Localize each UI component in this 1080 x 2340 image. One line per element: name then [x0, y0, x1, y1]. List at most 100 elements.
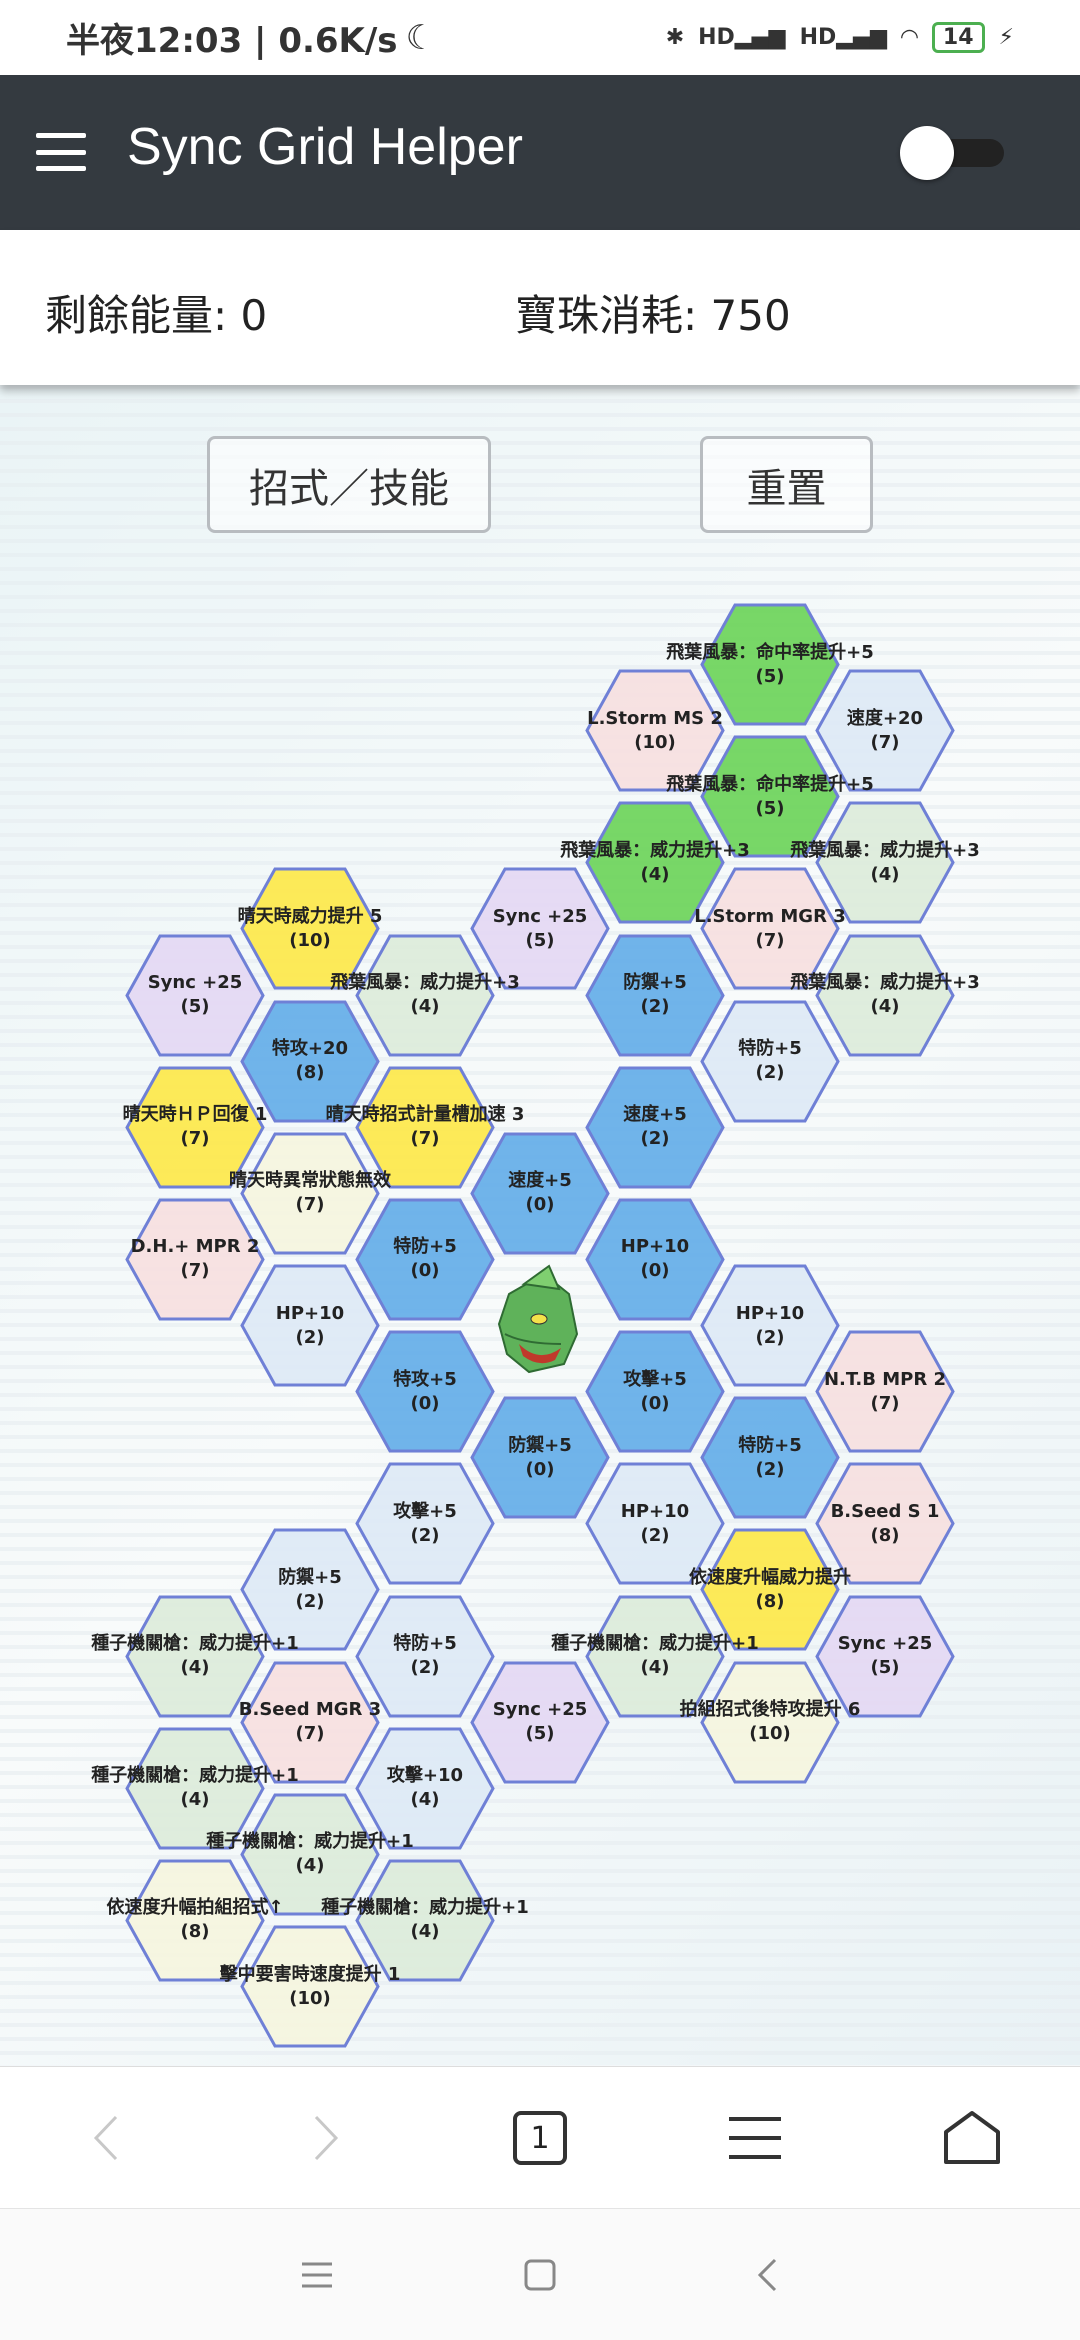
node-cost: (4): [870, 863, 900, 885]
hex-shape: [470, 1396, 610, 1519]
mode-toggle[interactable]: [900, 126, 1004, 180]
grid-node[interactable]: 特防+5 (2): [354, 1595, 496, 1718]
grid-node[interactable]: L.Storm MS 2 (10): [584, 669, 726, 792]
grid-node[interactable]: 種子機關槍：威力提升+1 (4): [91, 1595, 299, 1718]
grid-node[interactable]: 種子機關槍：威力提升+1 (4): [91, 1727, 299, 1850]
grid-node[interactable]: Sync +25 (5): [469, 1661, 611, 1784]
grid-node[interactable]: 飛葉風暴：命中率提升+5 (5): [666, 603, 874, 726]
grid-node[interactable]: 拍組招式後特攻提升 6 (10): [680, 1661, 860, 1784]
node-cost: (0): [410, 1260, 440, 1282]
node-label: D.H.+ MPR 2: [130, 1236, 260, 1258]
grid-node[interactable]: 飛葉風暴：威力提升+3 (4): [790, 801, 980, 924]
grid-node[interactable]: D.H.+ MPR 2 (7): [124, 1198, 266, 1321]
node-label: 飛葉風暴：命中率提升+5: [666, 641, 874, 663]
grid-node[interactable]: Sync +25 (5): [814, 1595, 956, 1718]
grid-node[interactable]: 飛葉風暴：威力提升+3 (4): [790, 934, 980, 1057]
node-cost: (0): [640, 1392, 670, 1414]
node-cost: (10): [749, 1723, 791, 1745]
grid-node[interactable]: 特防+5 (2): [699, 1000, 841, 1123]
grid-node[interactable]: HP+10 (2): [699, 1264, 841, 1387]
node-label: B.Seed S 1: [830, 1500, 940, 1522]
moon-icon: ☾: [405, 17, 437, 58]
grid-node[interactable]: 防禦+5 (2): [239, 1528, 381, 1651]
grid-node[interactable]: 特攻+20 (8): [239, 1000, 381, 1123]
home-icon[interactable]: [505, 2244, 575, 2306]
home-button[interactable]: [937, 2107, 1007, 2169]
node-cost: (4): [180, 1789, 210, 1811]
grid-node[interactable]: 飛葉風暴：威力提升+3 (4): [330, 934, 520, 1057]
tabs-button[interactable]: 1: [505, 2107, 575, 2169]
grid-node[interactable]: 種子機關槍：威力提升+1 (4): [206, 1793, 414, 1916]
node-cost: (7): [180, 1128, 210, 1150]
grid-node[interactable]: 晴天時異常狀態無效 (7): [229, 1132, 391, 1255]
hex-shape: [585, 1066, 725, 1189]
node-label: 種子機關槍：威力提升+1: [91, 1765, 299, 1787]
grid-node[interactable]: 飛葉風暴：威力提升+3 (4): [560, 801, 750, 924]
hex-shape: [355, 1859, 495, 1982]
hex-shape: [240, 1528, 380, 1651]
node-label: 速度+20: [846, 707, 924, 729]
node-label: 飛葉風暴：命中率提升+5: [666, 773, 874, 795]
node-label: 特防+5: [393, 1633, 457, 1654]
node-cost: (5): [180, 996, 210, 1017]
grid-node[interactable]: 晴天時ＨＰ回復 1 (7): [122, 1066, 268, 1189]
menu-button[interactable]: [720, 2107, 790, 2169]
node-label: 擊中要害時速度提升 1: [219, 1963, 401, 1985]
grid-node[interactable]: 特防+5 (0): [354, 1198, 496, 1321]
grid-node[interactable]: 晴天時招式計量槽加速 3 (7): [326, 1066, 524, 1189]
grid-node[interactable]: 特攻+5 (0): [354, 1330, 496, 1453]
grid-node[interactable]: 攻擊+10 (4): [354, 1727, 496, 1850]
hex-shape: [355, 1066, 495, 1189]
grid-node[interactable]: HP+10 (2): [239, 1264, 381, 1387]
node-label: 晴天時ＨＰ回復 1: [122, 1104, 268, 1126]
node-label: HP+10: [620, 1500, 690, 1522]
hex-shape: [815, 934, 955, 1056]
grid-node[interactable]: HP+10 (0): [584, 1198, 726, 1321]
node-cost: (4): [295, 1855, 325, 1877]
grid-node[interactable]: 防禦+5 (0): [469, 1396, 611, 1519]
grid-node[interactable]: 晴天時威力提升 5 (10): [238, 867, 382, 990]
grid-node[interactable]: 攻擊+5 (0): [584, 1330, 726, 1453]
hex-shape: [355, 1595, 495, 1717]
grid-node[interactable]: 飛葉風暴：命中率提升+5 (5): [666, 735, 874, 858]
hex-shape: [125, 1859, 265, 1982]
status-bar: 半夜12:03 | 0.6K/s ☾ ✱ HD▂▄▆ HD▂▄▆ ◠ 14 ⚡: [0, 0, 1080, 75]
reset-button[interactable]: 重置: [700, 436, 873, 533]
grid-node[interactable]: HP+10 (2): [584, 1462, 726, 1585]
grid-node[interactable]: 種子機關槍：威力提升+1 (4): [551, 1595, 759, 1718]
hex-shape: [240, 1264, 380, 1387]
node-cost: (2): [640, 1524, 670, 1546]
grid-node[interactable]: B.Seed S 1 (8): [814, 1462, 956, 1585]
node-label: 晴天時招式計量槽加速 3: [325, 1104, 525, 1126]
hex-shape: [125, 1727, 265, 1850]
back-button[interactable]: [70, 2107, 140, 2169]
grid-node[interactable]: 擊中要害時速度提升 1 (10): [220, 1925, 400, 2048]
hex-shape: [240, 1132, 380, 1255]
grid-node[interactable]: Sync +25 (5): [124, 934, 266, 1057]
hex-shape: [470, 1132, 610, 1255]
menu-icon[interactable]: [36, 133, 86, 171]
grid-node[interactable]: 攻擊+5 (2): [354, 1462, 496, 1585]
node-cost: (0): [525, 1458, 555, 1480]
back-icon[interactable]: [732, 2244, 802, 2306]
grid-node[interactable]: 速度+20 (7): [814, 669, 956, 792]
grid-node[interactable]: 特防+5 (2): [699, 1396, 841, 1519]
hex-shape: [700, 1528, 840, 1651]
grid-node[interactable]: 速度+5 (0): [469, 1132, 611, 1255]
hex-shape: [815, 1330, 955, 1453]
grid-node[interactable]: B.Seed MGR 3 (7): [239, 1661, 381, 1784]
node-cost: (0): [640, 1260, 670, 1282]
grid-node[interactable]: Sync +25 (5): [469, 867, 611, 990]
hex-shape: [700, 1661, 840, 1784]
grid-node[interactable]: L.Storm MGR 3 (7): [694, 867, 846, 990]
grid-node[interactable]: 種子機關槍：威力提升+1 (4): [321, 1859, 529, 1982]
grid-node[interactable]: 依速度升幅威力提升 (8): [689, 1528, 851, 1651]
grid-node[interactable]: 防禦+5 (2): [584, 934, 726, 1057]
grid-node[interactable]: 依速度升幅拍組招式↑ (8): [106, 1859, 284, 1982]
node-label: 速度+5: [508, 1170, 572, 1192]
recents-icon[interactable]: [282, 2244, 352, 2306]
forward-button[interactable]: [292, 2107, 362, 2169]
grid-node[interactable]: 速度+5 (2): [584, 1066, 726, 1189]
moves-skills-button[interactable]: 招式／技能: [207, 436, 491, 533]
grid-node[interactable]: N.T.B MPR 2 (7): [814, 1330, 956, 1453]
